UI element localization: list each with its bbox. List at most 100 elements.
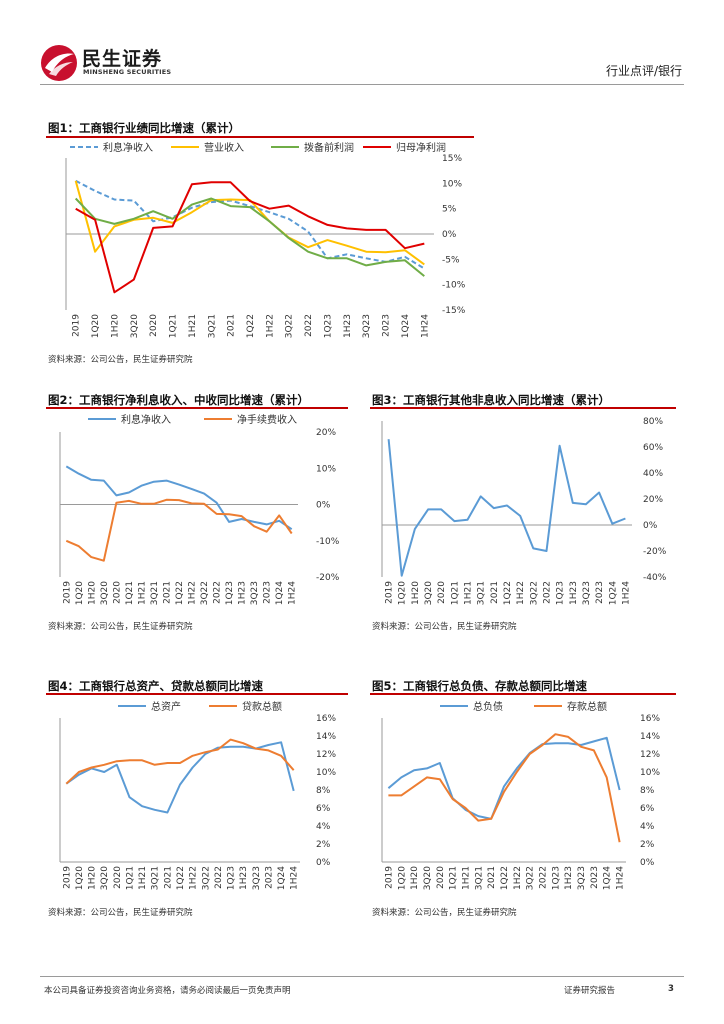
x-tick-label: 3Q20 — [100, 581, 110, 606]
series-line-3 — [75, 181, 425, 294]
footer-label: 证券研究报告 — [564, 986, 616, 996]
y-tick-label: 6% — [316, 804, 331, 814]
x-tick-label: 1Q21 — [450, 581, 460, 605]
x-tick-label: 1Q23 — [551, 866, 561, 890]
x-tick-label: 3Q22 — [200, 581, 210, 605]
x-tick-label: 1Q20 — [398, 581, 408, 606]
y-tick-label: 4% — [316, 822, 331, 832]
x-tick-label: 1Q22 — [175, 581, 185, 605]
footer-divider — [40, 976, 684, 977]
footer-disclaimer: 本公司具备证券投资咨询业务资格，请务必阅读最后一页免责声明 — [44, 986, 291, 996]
figure-3-chart: 80%60%40%20%0%-20%-40%2019 1Q20 1H20 3Q20 20… — [381, 417, 667, 606]
x-tick-label: 1Q21 — [169, 314, 179, 338]
x-tick-label: 1Q24 — [608, 581, 618, 606]
brand-name-cn: 民生证券 — [82, 48, 163, 70]
x-tick-label: 1H21 — [188, 314, 198, 338]
legend-label: 营业收入 — [204, 141, 244, 154]
y-tick-label: -10% — [316, 537, 340, 547]
x-tick-label: 3Q21 — [151, 866, 161, 890]
page-number: 3 — [668, 984, 674, 994]
x-tick-label: 1H22 — [516, 581, 526, 605]
x-tick-label: 1H22 — [189, 866, 199, 890]
x-tick-label: 1H22 — [513, 866, 523, 890]
x-tick-label: 1Q24 — [401, 314, 411, 339]
x-tick-label: 2021 — [227, 314, 237, 337]
figure-2-title: 图2：工商银行净利息收入、中收同比增速（累计） — [48, 393, 309, 407]
y-tick-label: 10% — [640, 768, 660, 778]
header-divider — [40, 84, 684, 85]
legend-label: 总负债 — [473, 700, 503, 713]
y-tick-label: 80% — [643, 417, 663, 427]
x-tick-label: 1H24 — [420, 314, 430, 338]
x-tick-label: 3Q21 — [207, 314, 217, 338]
y-tick-label: 8% — [640, 786, 655, 796]
legend-label: 贷款总额 — [242, 700, 282, 713]
figure-3-title: 图3：工商银行其他非息收入同比增速（累计） — [372, 393, 610, 407]
x-tick-label: 1Q21 — [125, 581, 135, 605]
y-tick-label: 5% — [442, 205, 457, 215]
y-tick-label: 60% — [643, 443, 663, 453]
x-tick-label: 2021 — [490, 581, 500, 604]
y-tick-label: -20% — [316, 573, 340, 583]
x-tick-label: 1Q20 — [397, 866, 407, 891]
y-tick-label: -40% — [643, 573, 667, 583]
x-tick-label: 2022 — [304, 314, 314, 337]
x-tick-label: 1H20 — [411, 581, 421, 605]
x-tick-label: 2020 — [113, 866, 123, 889]
figure-4-chart: 16%14%12%10%8%6%4%2%0%2019 1Q20 1H20 3Q20 20… — [59, 700, 336, 891]
figure-4-source: 资料来源：公司公告，民生证券研究院 — [48, 908, 193, 918]
x-tick-label: 1H21 — [461, 866, 471, 890]
figure-4-title-underline — [46, 693, 348, 695]
x-tick-label: 1H23 — [343, 314, 353, 338]
x-tick-label: 1Q20 — [91, 314, 101, 339]
x-tick-label: 2021 — [487, 866, 497, 889]
x-tick-label: 2022 — [539, 866, 549, 889]
y-tick-label: 12% — [316, 750, 336, 760]
x-tick-label: 2023 — [382, 314, 392, 337]
series-line-0 — [387, 736, 621, 820]
legend-label: 利息净收入 — [121, 413, 171, 426]
figure-3-source: 资料来源：公司公告，民生证券研究院 — [372, 622, 517, 632]
x-tick-label: 3Q20 — [423, 866, 433, 891]
x-tick-label: 1H22 — [188, 581, 198, 605]
x-tick-label: 1Q23 — [323, 314, 333, 338]
figure-1-source: 资料来源：公司公告，民生证券研究院 — [48, 355, 193, 365]
y-tick-label: 0% — [640, 858, 655, 868]
y-tick-label: -5% — [442, 255, 460, 265]
x-tick-label: 1Q22 — [176, 866, 186, 890]
x-tick-label: 2019 — [72, 314, 82, 337]
x-tick-label: 3Q21 — [477, 581, 487, 605]
x-tick-label: 1H22 — [265, 314, 275, 338]
x-tick-label: 1H23 — [564, 866, 574, 890]
y-tick-label: 6% — [640, 804, 655, 814]
x-tick-label: 1H20 — [110, 314, 120, 338]
x-tick-label: 3Q21 — [150, 581, 160, 605]
y-tick-label: 0% — [643, 521, 658, 531]
y-tick-label: 2% — [640, 840, 655, 850]
x-tick-label: 2020 — [436, 866, 446, 889]
x-tick-label: 2023 — [590, 866, 600, 889]
legend-label: 拨备前利润 — [304, 141, 354, 154]
x-tick-label: 1Q22 — [503, 581, 513, 605]
series-line-0 — [65, 465, 293, 531]
brand-logo — [40, 44, 78, 82]
x-tick-label: 1Q24 — [275, 581, 285, 606]
y-tick-label: -20% — [643, 547, 667, 557]
figure-5-source: 资料来源：公司公告，民生证券研究院 — [372, 908, 517, 918]
report-category: 行业点评/银行 — [605, 64, 682, 78]
figure-5-chart: 16%14%12%10%8%6%4%2%0%2019 1Q20 1H20 3Q20 20… — [381, 700, 660, 891]
x-tick-label: 2020 — [112, 581, 122, 604]
legend-label: 净手续费收入 — [237, 413, 297, 426]
x-tick-label: 3Q23 — [362, 314, 372, 338]
x-tick-label: 1Q24 — [277, 866, 287, 891]
x-tick-label: 1H21 — [464, 581, 474, 605]
x-tick-label: 2023 — [263, 581, 273, 604]
y-tick-label: 0% — [316, 501, 331, 511]
x-tick-label: 3Q23 — [252, 866, 262, 890]
y-tick-label: 14% — [316, 732, 336, 742]
series-line-0 — [65, 741, 295, 814]
figure-1-title-underline — [46, 136, 474, 138]
brand-name-en: MINSHENG SECURITIES — [83, 68, 172, 76]
x-tick-label: 1H21 — [138, 866, 148, 890]
x-tick-label: 1Q22 — [500, 866, 510, 890]
